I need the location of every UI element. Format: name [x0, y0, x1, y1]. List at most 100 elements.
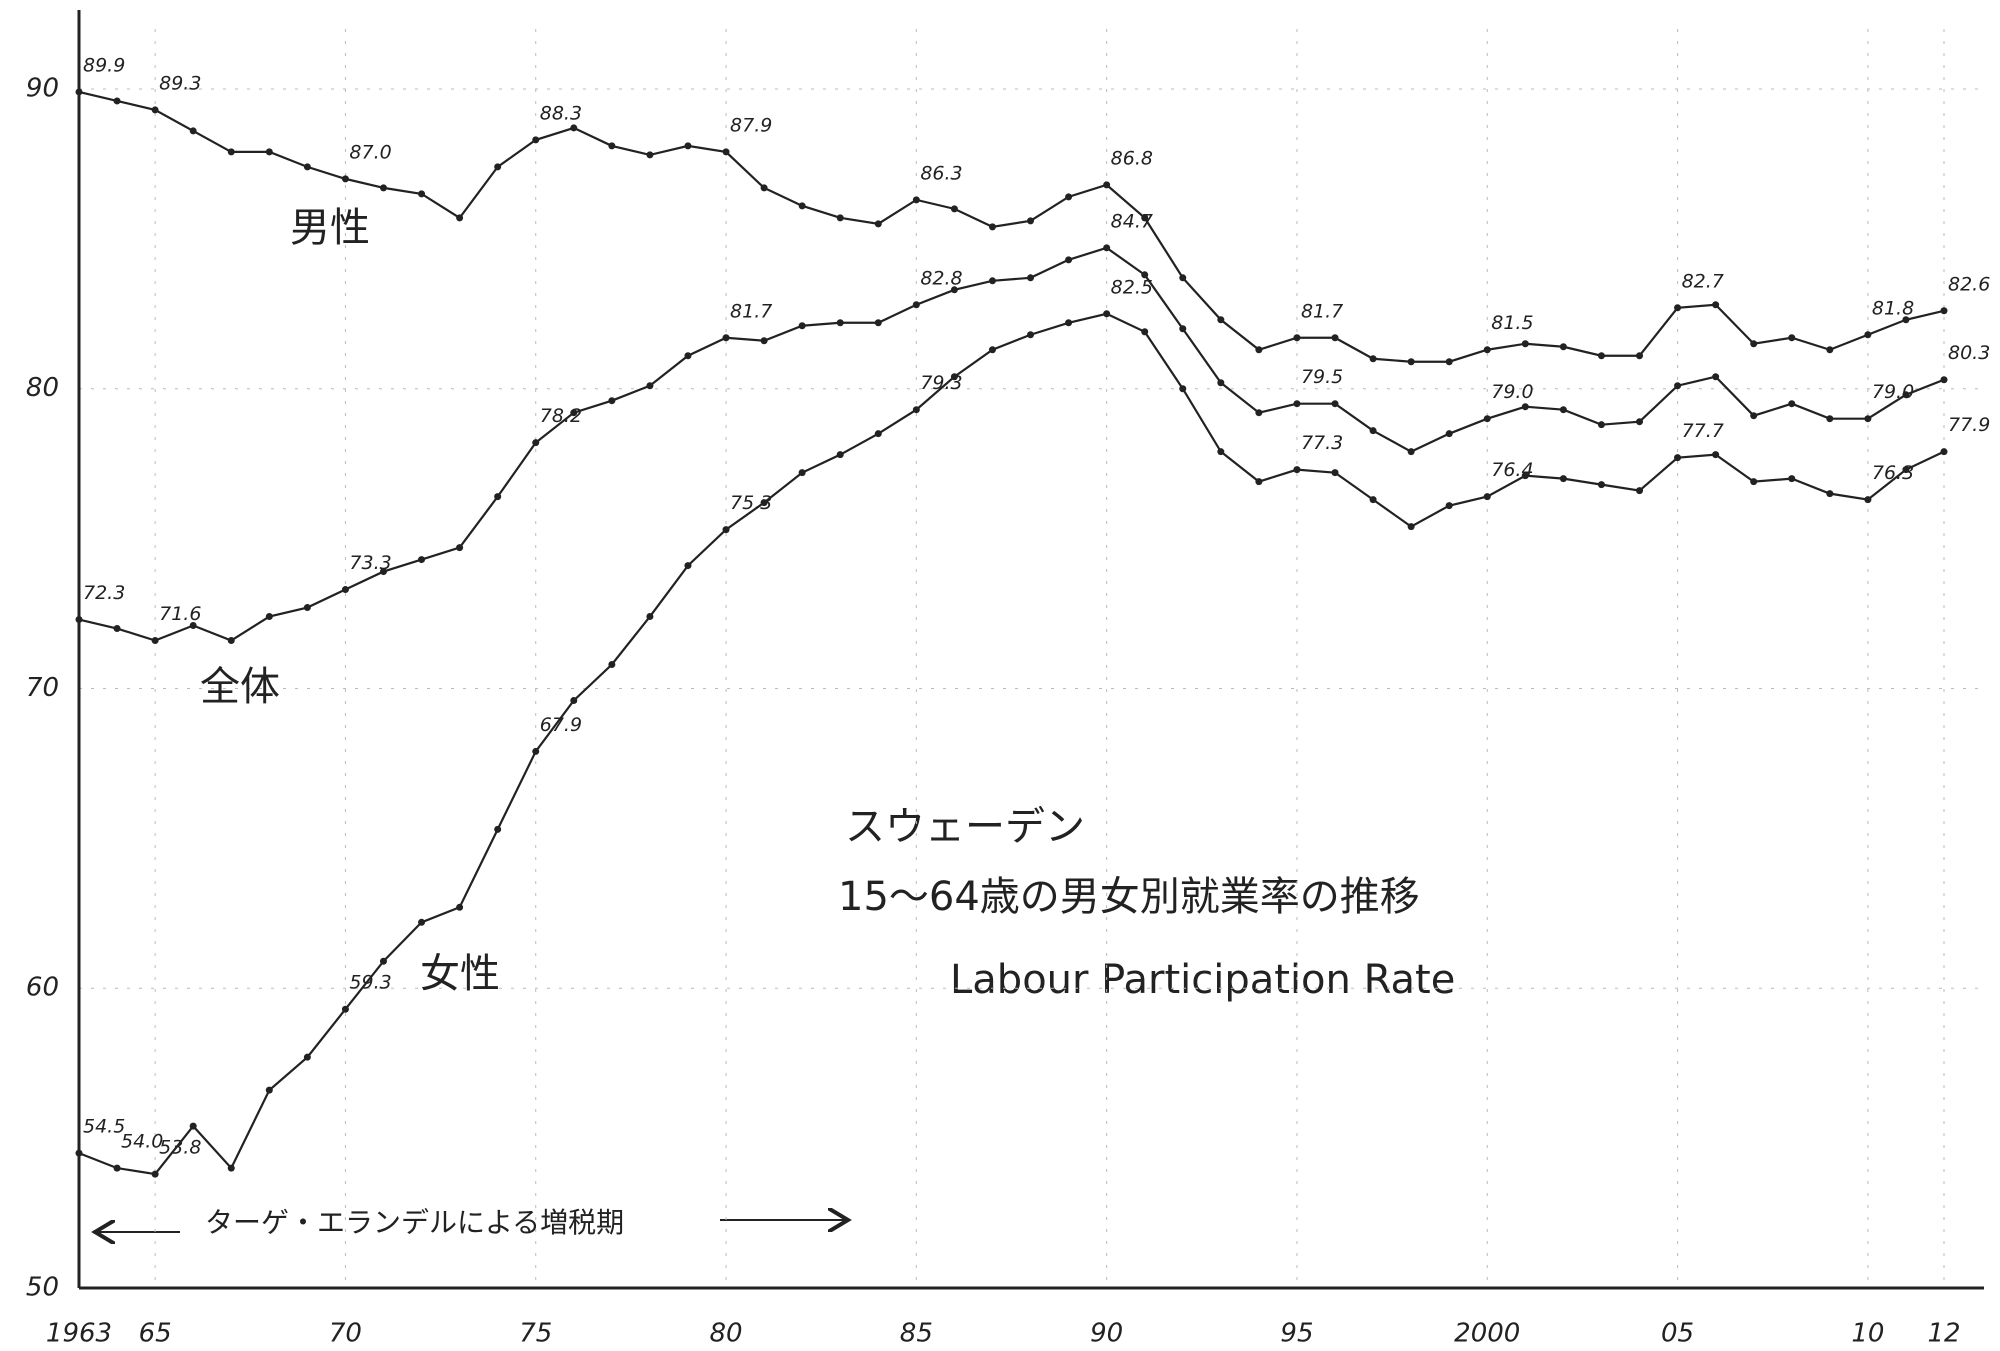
- data-point: [1103, 181, 1110, 188]
- data-point: [304, 1054, 311, 1061]
- data-point: [608, 142, 615, 149]
- data-label: 82.5: [1111, 276, 1153, 298]
- data-point: [1712, 301, 1719, 308]
- data-point: [608, 397, 615, 404]
- y-tick-label: 60: [26, 973, 59, 1003]
- data-label: 82.7: [1682, 270, 1724, 292]
- data-point: [1712, 451, 1719, 458]
- data-point: [76, 1150, 83, 1157]
- data-point: [1065, 193, 1072, 200]
- annotation: ターゲ・エランデルによる増税期: [205, 1206, 624, 1239]
- data-point: [266, 613, 273, 620]
- data-point: [1370, 496, 1377, 503]
- y-tick-label: 90: [26, 73, 59, 103]
- data-label: 77.9: [1948, 414, 1990, 436]
- data-point: [1408, 523, 1415, 530]
- data-point: [190, 127, 197, 134]
- data-label: 87.0: [349, 141, 391, 163]
- series-name: 全体: [200, 664, 280, 710]
- data-point: [608, 661, 615, 668]
- data-point: [913, 406, 920, 413]
- x-tick-label: 70: [329, 1319, 362, 1349]
- data-label: 71.6: [159, 603, 201, 625]
- data-point: [1788, 334, 1795, 341]
- x-tick-label: 80: [709, 1319, 742, 1349]
- data-label: 81.5: [1491, 312, 1533, 334]
- data-point: [1332, 334, 1339, 341]
- data-point: [684, 142, 691, 149]
- data-point: [799, 469, 806, 476]
- data-point: [1864, 331, 1871, 338]
- data-point: [1636, 418, 1643, 425]
- data-point: [837, 319, 844, 326]
- data-label: 89.3: [159, 72, 201, 94]
- data-label: 53.8: [159, 1137, 201, 1159]
- data-point: [1712, 373, 1719, 380]
- data-point: [380, 958, 387, 965]
- data-point: [646, 613, 653, 620]
- data-point: [266, 148, 273, 155]
- data-point: [913, 301, 920, 308]
- data-point: [723, 526, 730, 533]
- data-point: [1255, 346, 1262, 353]
- data-point: [76, 616, 83, 623]
- data-point: [875, 430, 882, 437]
- series-line: [79, 248, 1944, 641]
- data-point: [456, 904, 463, 911]
- data-point: [1750, 412, 1757, 419]
- x-tick-label: 75: [519, 1319, 552, 1349]
- data-point: [342, 586, 349, 593]
- data-point: [380, 568, 387, 575]
- data-label: 72.3: [83, 582, 125, 604]
- data-point: [1179, 274, 1186, 281]
- data-point: [342, 1006, 349, 1013]
- data-point: [761, 337, 768, 344]
- data-point: [1674, 454, 1681, 461]
- data-point: [114, 625, 121, 632]
- data-point: [1522, 472, 1529, 479]
- data-point: [1370, 427, 1377, 434]
- data-point: [1446, 502, 1453, 509]
- data-point: [1484, 346, 1491, 353]
- data-point: [875, 319, 882, 326]
- data-point: [1484, 493, 1491, 500]
- data-point: [418, 919, 425, 926]
- data-label: 76.3: [1872, 462, 1914, 484]
- data-label: 81.8: [1872, 297, 1914, 319]
- data-point: [951, 205, 958, 212]
- data-point: [152, 106, 159, 113]
- data-label: 77.7: [1682, 420, 1724, 442]
- data-point: [1027, 331, 1034, 338]
- data-point: [1179, 385, 1186, 392]
- data-point: [1598, 421, 1605, 428]
- data-label: 54.5: [83, 1116, 125, 1138]
- data-point: [494, 493, 501, 500]
- data-point: [1826, 346, 1833, 353]
- data-point: [1065, 256, 1072, 263]
- x-tick-label: 05: [1661, 1319, 1694, 1349]
- data-point: [1293, 400, 1300, 407]
- data-point: [1446, 430, 1453, 437]
- data-point: [1560, 406, 1567, 413]
- data-point: [684, 352, 691, 359]
- data-point: [1560, 475, 1567, 482]
- data-point: [1826, 490, 1833, 497]
- data-point: [1408, 358, 1415, 365]
- data-point: [152, 637, 159, 644]
- data-point: [684, 562, 691, 569]
- data-point: [837, 451, 844, 458]
- data-point: [951, 373, 958, 380]
- data-point: [1293, 334, 1300, 341]
- data-point: [1826, 415, 1833, 422]
- data-label: 78.2: [540, 405, 582, 427]
- data-label: 89.9: [83, 54, 125, 76]
- data-label: 86.8: [1111, 147, 1153, 169]
- data-point: [532, 439, 539, 446]
- data-label: 79.5: [1301, 366, 1343, 388]
- data-point: [1788, 400, 1795, 407]
- data-point: [114, 97, 121, 104]
- y-tick-label: 70: [26, 673, 59, 703]
- data-point: [1864, 415, 1871, 422]
- data-point: [646, 382, 653, 389]
- x-tick-label: 1963: [46, 1319, 112, 1349]
